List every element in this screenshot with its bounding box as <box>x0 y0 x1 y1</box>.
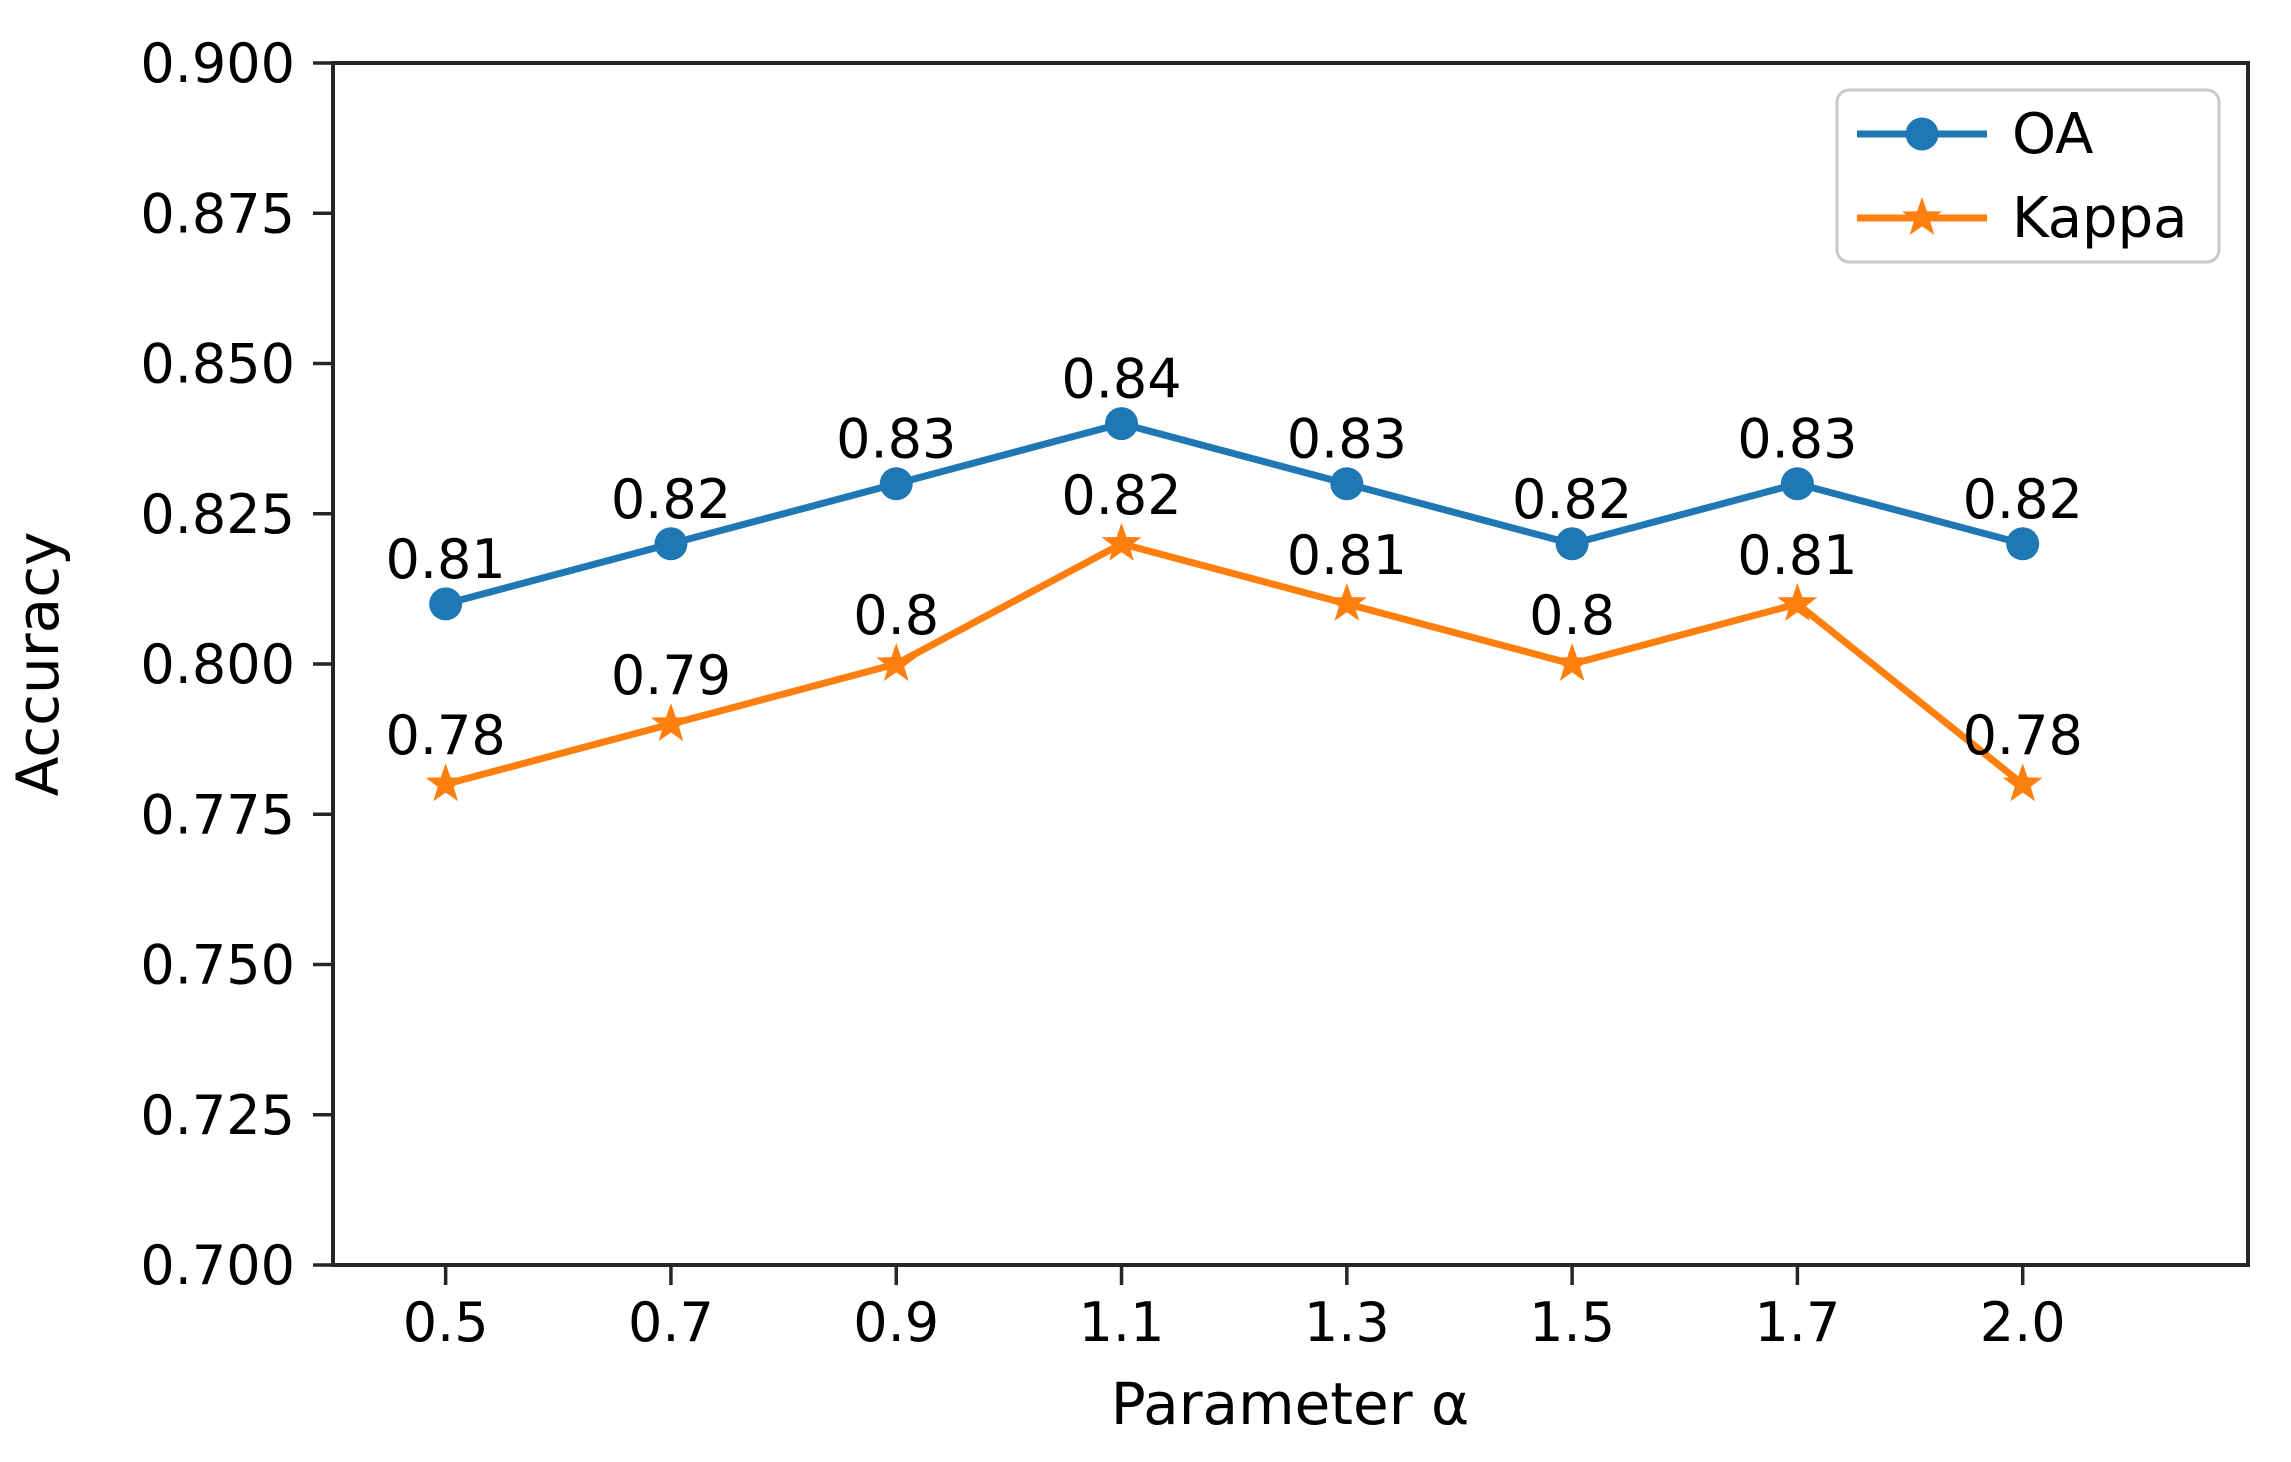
data-point-label: 0.82 <box>1963 468 2083 531</box>
data-point-marker <box>429 587 463 621</box>
y-tick-label: 0.750 <box>140 934 295 997</box>
x-tick-label: 1.3 <box>1304 1291 1390 1354</box>
data-point-marker <box>1780 467 1814 501</box>
x-tick-label: 0.9 <box>853 1291 939 1354</box>
legend: OA Kappa <box>1835 88 2221 264</box>
data-point-marker <box>2006 527 2040 561</box>
data-point-label: 0.8 <box>853 584 939 647</box>
data-point-label: 0.82 <box>1512 468 1632 531</box>
plot-frame <box>331 61 2250 1267</box>
data-point-marker <box>1330 467 1364 501</box>
y-tick-label: 0.875 <box>140 182 295 245</box>
data-point-label: 0.78 <box>386 704 506 767</box>
data-point-label: 0.83 <box>1287 408 1407 471</box>
data-point-marker <box>425 763 466 802</box>
x-tick-label: 1.7 <box>1754 1291 1840 1354</box>
y-tick-label: 0.800 <box>140 633 295 696</box>
data-point-label: 0.8 <box>1529 584 1615 647</box>
legend-circle-marker-icon <box>1905 117 1939 151</box>
x-tick-label: 2.0 <box>1980 1291 2066 1354</box>
y-tick-label: 0.900 <box>140 32 295 95</box>
legend-label-oa: OA <box>2012 102 2093 167</box>
data-point-marker <box>654 527 688 561</box>
data-point-marker <box>879 467 913 501</box>
y-tick-label: 0.775 <box>140 783 295 846</box>
data-point-label: 0.81 <box>386 528 506 591</box>
data-point-label: 0.79 <box>611 644 731 707</box>
data-point-label: 0.82 <box>1061 464 1181 527</box>
y-tick-label: 0.850 <box>140 333 295 396</box>
x-axis-title: Parameter α <box>1111 1370 1469 1438</box>
data-point-label: 0.82 <box>611 468 731 531</box>
data-point-marker <box>1777 582 1818 621</box>
data-point-marker <box>2002 763 2043 802</box>
data-point-marker <box>1552 643 1593 681</box>
legend-star-marker-icon <box>1902 197 1942 235</box>
x-tick-label: 0.5 <box>403 1291 489 1354</box>
legend-item-oa: OA <box>1857 102 2093 167</box>
data-point-label: 0.81 <box>1737 524 1857 587</box>
series-line-kappa <box>442 540 2027 788</box>
y-tick-label: 0.825 <box>140 483 295 546</box>
series-line-oa <box>442 420 2027 608</box>
y-axis-title: Accuracy <box>4 532 72 797</box>
data-point-marker <box>650 703 691 742</box>
data-point-marker <box>1101 522 1142 561</box>
data-point-marker <box>1555 527 1589 561</box>
y-tick-label: 0.700 <box>140 1234 295 1297</box>
x-tick-label: 1.5 <box>1529 1291 1615 1354</box>
y-tick-label: 0.725 <box>140 1084 295 1147</box>
x-tick-label: 0.7 <box>628 1291 714 1354</box>
data-point-marker <box>876 643 917 681</box>
x-tick-label: 1.1 <box>1079 1291 1165 1354</box>
data-point-label: 0.78 <box>1963 704 2083 767</box>
data-point-marker <box>1326 582 1367 621</box>
legend-item-kappa: Kappa <box>1857 186 2187 251</box>
legend-label-kappa: Kappa <box>2012 186 2187 251</box>
data-point-label: 0.83 <box>836 408 956 471</box>
data-point-label: 0.83 <box>1737 408 1857 471</box>
data-point-label: 0.84 <box>1061 348 1181 411</box>
data-point-label: 0.81 <box>1287 524 1407 587</box>
data-point-marker <box>1105 407 1139 441</box>
